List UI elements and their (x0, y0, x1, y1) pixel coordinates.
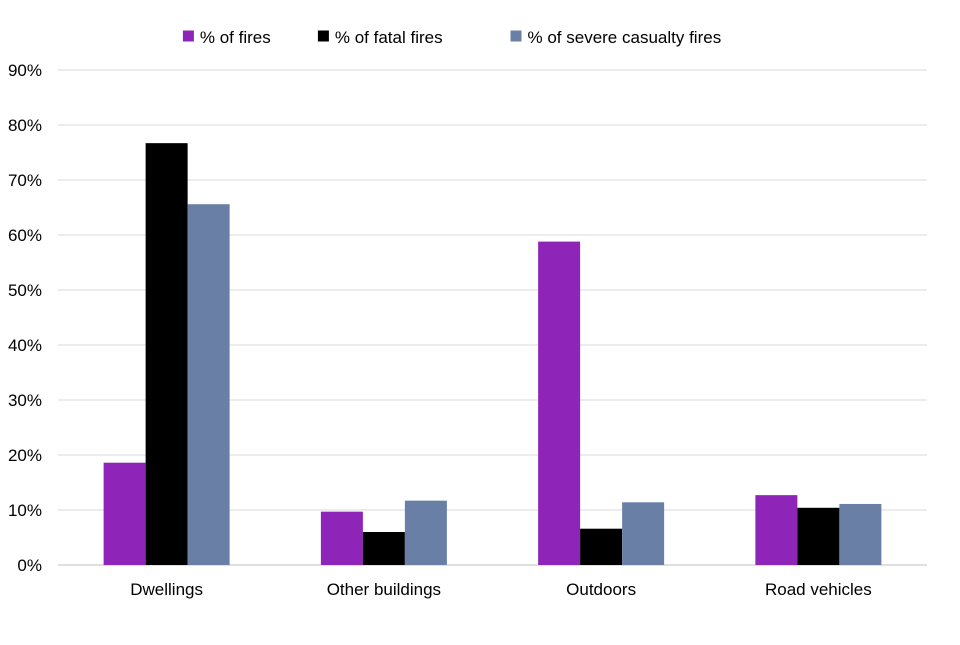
legend-swatch (182, 30, 194, 42)
legend-label: % of severe casualty fires (528, 28, 722, 47)
bar-of-severe-casualty-fires-outdoors (622, 502, 665, 565)
y-tick-label: 50% (8, 281, 42, 300)
legend-swatch (510, 30, 522, 42)
bars (103, 143, 882, 565)
x-tick-label: Outdoors (566, 580, 636, 599)
legend-swatch (317, 30, 329, 42)
legend-label: % of fatal fires (335, 28, 443, 47)
legend-item: % of severe casualty fires (510, 28, 722, 47)
bar-of-fires-other-buildings (320, 511, 363, 565)
y-tick-label: 20% (8, 446, 42, 465)
x-tick-label: Other buildings (327, 580, 441, 599)
y-tick-label: 70% (8, 171, 42, 190)
legend: % of fires % of fatal fires % of severe ca… (182, 28, 722, 47)
bar-of-fires-dwellings (103, 462, 146, 565)
legend-item: % of fires (182, 28, 271, 47)
bar-of-severe-casualty-fires-dwellings (187, 204, 230, 565)
y-tick-label: 30% (8, 391, 42, 410)
legend-item: % of fatal fires (317, 28, 443, 47)
x-tick-label: Road vehicles (765, 580, 872, 599)
x-tick-label: Dwellings (130, 580, 203, 599)
y-tick-label: 0% (17, 556, 42, 575)
y-tick-label: 40% (8, 336, 42, 355)
bar-of-fatal-fires-outdoors (580, 528, 623, 565)
bar-of-fatal-fires-road-vehicles (797, 507, 840, 565)
y-tick-label: 10% (8, 501, 42, 520)
y-axis: 0% 10% 20% 30% 40% 50% 60% 70% 80% 90% (8, 61, 42, 575)
bar-of-fatal-fires-other-buildings (362, 532, 405, 565)
y-tick-label: 80% (8, 116, 42, 135)
bar-of-fires-road-vehicles (755, 495, 798, 565)
y-tick-label: 60% (8, 226, 42, 245)
bar-of-fires-outdoors (538, 241, 581, 565)
legend-label: % of fires (200, 28, 271, 47)
y-tick-label: 90% (8, 61, 42, 80)
bar-of-severe-casualty-fires-other-buildings (404, 500, 447, 565)
bar-of-fatal-fires-dwellings (145, 143, 188, 565)
x-axis: Dwellings Other buildings Outdoors Road veh… (130, 580, 872, 599)
bar-of-severe-casualty-fires-road-vehicles (839, 503, 882, 565)
